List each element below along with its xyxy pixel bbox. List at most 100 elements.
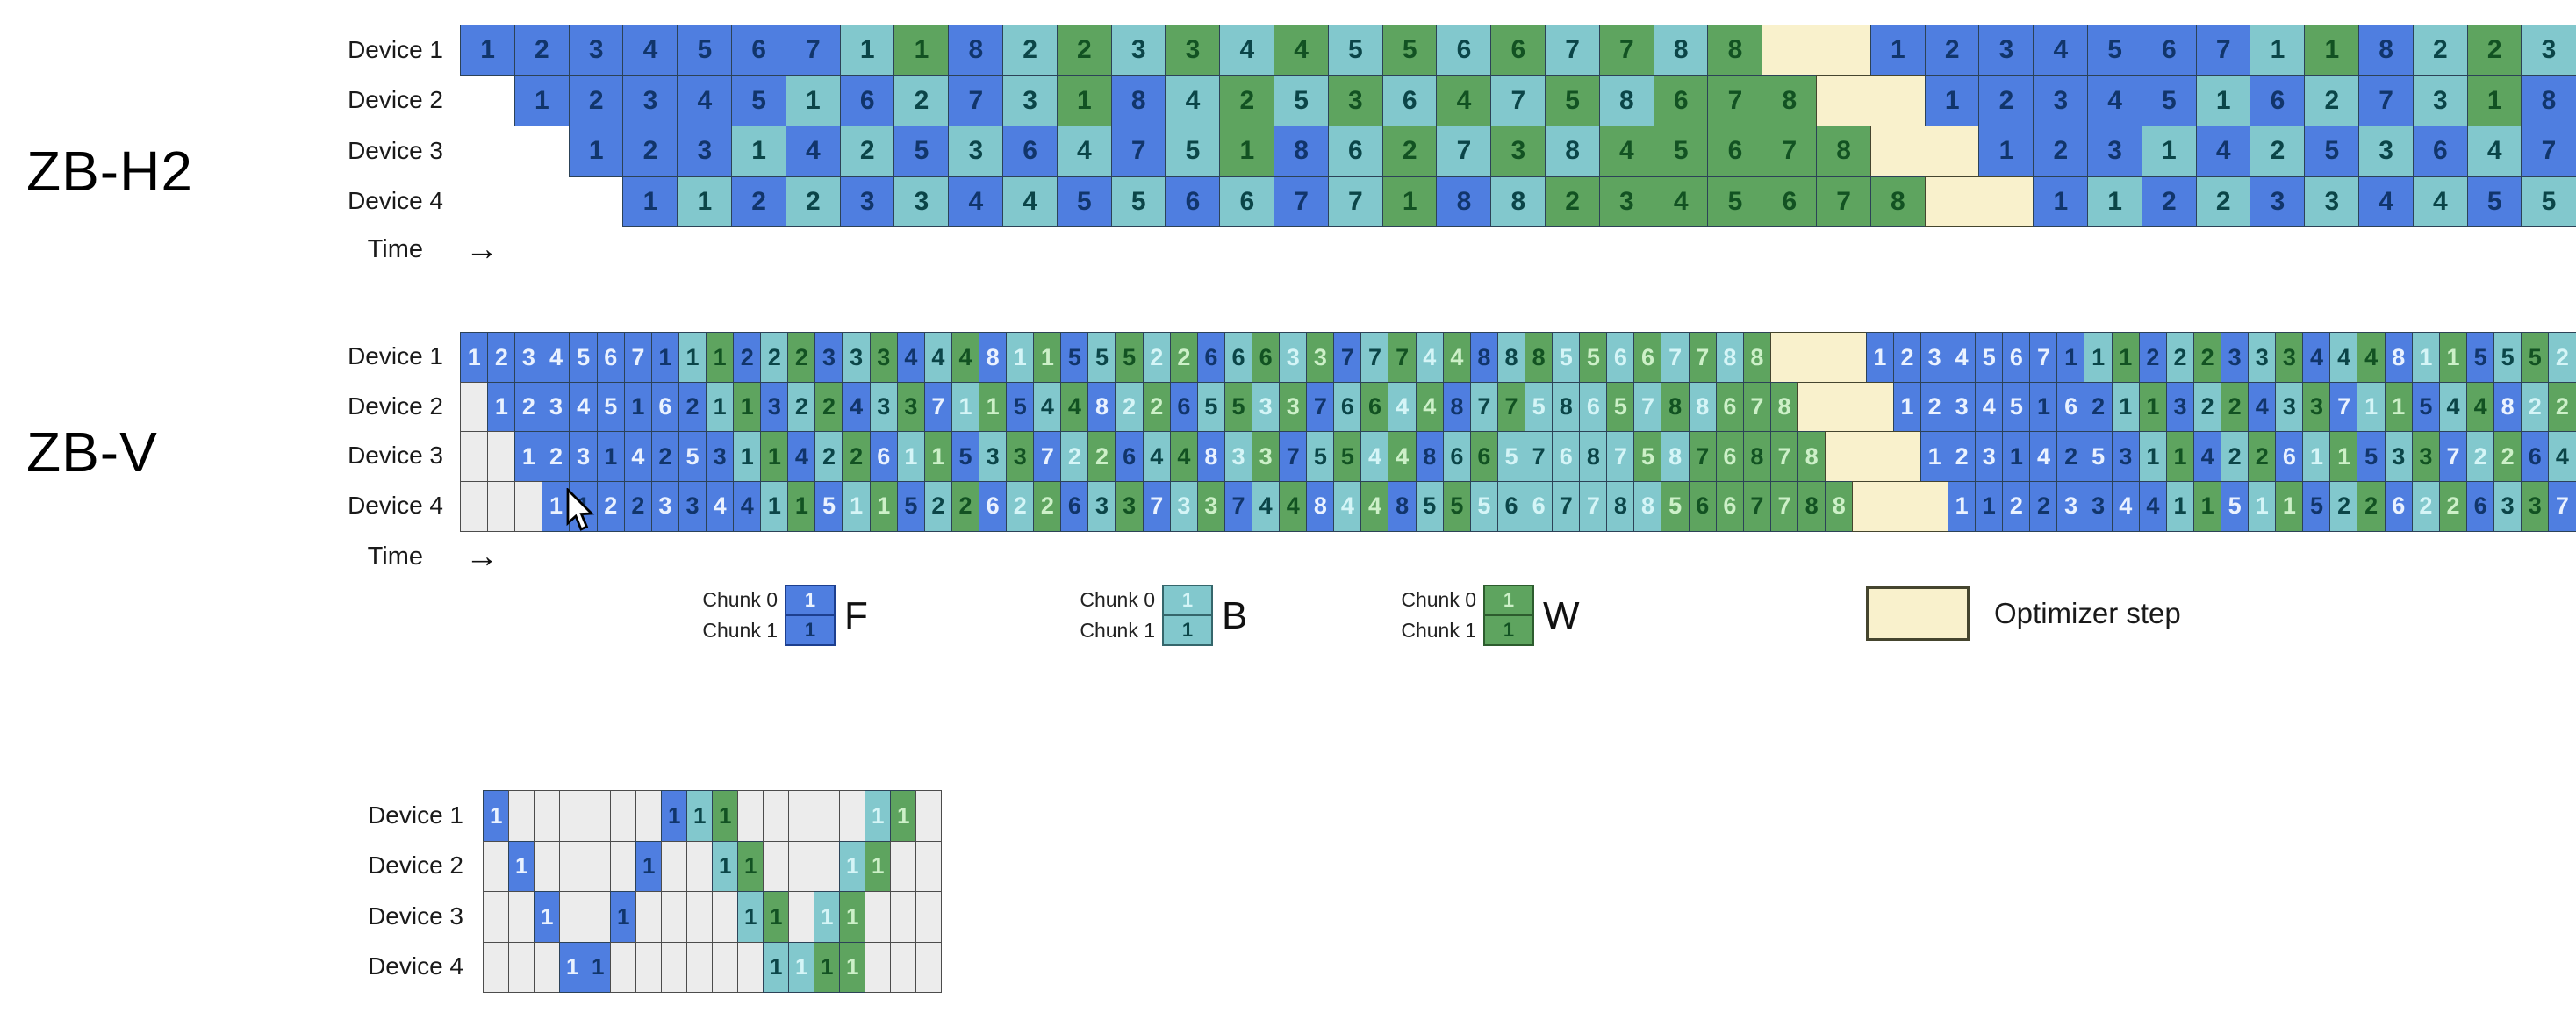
cell-B0-mb5: 5 xyxy=(1496,431,1526,483)
idle-slot xyxy=(737,941,764,994)
f-chunk1-label: Chunk 1 xyxy=(702,619,778,642)
cell-F0-mb2: 2 xyxy=(1892,332,1922,383)
cell-F0-mb7: 7 xyxy=(623,332,653,383)
cell-F-mb3: 3 xyxy=(2033,75,2089,127)
cell-F-mb7: 7 xyxy=(1110,126,1166,177)
cell-W0-mb1: 1 xyxy=(869,480,898,532)
cell-B0-mb1: 1 xyxy=(951,381,980,433)
cell-W1-mb2: 2 xyxy=(2192,332,2222,383)
cell-F0-mb7: 7 xyxy=(923,381,953,433)
idle-slot xyxy=(483,891,510,943)
cell-W0-mb2: 2 xyxy=(1087,431,1116,483)
cell-W1-mb8: 8 xyxy=(1524,332,1553,383)
idle-slot xyxy=(814,790,841,842)
cell-F-mb3: 3 xyxy=(2087,126,2143,177)
cell-B1-mb4: 4 xyxy=(2438,381,2468,433)
idle-slot xyxy=(686,840,714,893)
cell-W-mb7: 7 xyxy=(1762,126,1818,177)
cell-F-mb3: 3 xyxy=(677,126,733,177)
cell-W-mb8: 8 xyxy=(1707,25,1763,76)
cell-F-mb1: 1 xyxy=(1869,25,1926,76)
cell-W-mb6: 6 xyxy=(1653,75,1709,127)
f-chunk-labels: Chunk 0 Chunk 1 xyxy=(649,585,778,646)
cell-F-mb7: 7 xyxy=(1274,176,1330,228)
cell-W1-mb5: 5 xyxy=(1442,480,1472,532)
cell-B1-mb1: 1 xyxy=(2165,480,2195,532)
cell-W1-mb1: 1 xyxy=(733,381,762,433)
cell-F0-mb7: 7 xyxy=(2329,381,2358,433)
cell-F1-mb1: 1 xyxy=(2002,431,2031,483)
idle-slot xyxy=(559,790,586,842)
idle-slot xyxy=(915,840,943,893)
cell-B-mb5: 5 xyxy=(1274,75,1330,127)
optimizer-step-block xyxy=(1769,332,1868,383)
forward-legend-letter: F xyxy=(844,594,868,637)
cell-W0-mb1: 1 xyxy=(839,891,866,943)
w-chunk1-label: Chunk 1 xyxy=(1401,619,1476,642)
cell-W-mb7: 7 xyxy=(1598,25,1654,76)
cell-F0-mb5: 5 xyxy=(2220,480,2250,532)
cell-B0-mb4: 4 xyxy=(1360,431,1389,483)
cell-W0-mb2: 2 xyxy=(1033,480,1062,532)
cell-F-mb4: 4 xyxy=(785,126,841,177)
cell-F1-mb5: 5 xyxy=(951,431,980,483)
cell-F0-mb3: 3 xyxy=(1947,381,1977,433)
cell-B0-mb4: 4 xyxy=(1388,381,1417,433)
cell-B0-mb2: 2 xyxy=(1060,431,1089,483)
cell-W1-mb3: 3 xyxy=(2521,480,2550,532)
cell-F-mb7: 7 xyxy=(2195,25,2251,76)
cell-B1-mb8: 8 xyxy=(1606,480,1635,532)
cell-F1-mb1: 1 xyxy=(610,891,637,943)
cell-W1-mb3: 3 xyxy=(1115,480,1144,532)
cell-W-mb8: 8 xyxy=(1816,126,1872,177)
cell-W1-mb7: 7 xyxy=(1688,431,1717,483)
cell-B1-mb4: 4 xyxy=(1033,381,1062,433)
cell-W1-mb2: 2 xyxy=(2248,431,2277,483)
cell-W1-mb1: 1 xyxy=(2165,431,2195,483)
idle-slot xyxy=(788,790,815,842)
cell-F1-mb1: 1 xyxy=(623,381,653,433)
cell-B-mb3: 3 xyxy=(2521,25,2576,76)
cell-F0-mb2: 2 xyxy=(542,431,570,483)
cell-W1-mb1: 1 xyxy=(814,941,841,994)
cell-F-mb1: 1 xyxy=(2033,176,2089,228)
cell-W0-mb3: 3 xyxy=(1279,381,1308,433)
cell-W0-mb6: 6 xyxy=(1715,480,1745,532)
cell-F1-mb4: 4 xyxy=(2248,381,2277,433)
cell-F1-mb5: 5 xyxy=(2411,381,2441,433)
cell-B0-mb3: 3 xyxy=(1223,431,1253,483)
cell-F1-mb3: 3 xyxy=(814,332,843,383)
cell-W0-mb3: 3 xyxy=(1251,431,1281,483)
cell-W1-mb1: 1 xyxy=(763,891,790,943)
cell-B1-mb5: 5 xyxy=(1415,480,1444,532)
idle-slot xyxy=(483,941,510,994)
cell-B-mb3: 3 xyxy=(1002,75,1058,127)
idle-slot xyxy=(661,941,688,994)
cell-F-mb2: 2 xyxy=(1924,25,1980,76)
cell-B1-mb7: 7 xyxy=(1469,381,1499,433)
cell-B1-mb7: 7 xyxy=(1524,431,1553,483)
cell-F-mb5: 5 xyxy=(731,75,787,127)
cell-B-mb3: 3 xyxy=(2358,126,2415,177)
cell-F1-mb1: 1 xyxy=(661,790,688,842)
cell-W-mb1: 1 xyxy=(2304,25,2360,76)
idle-slot xyxy=(610,941,637,994)
cell-B1-mb3: 3 xyxy=(869,381,898,433)
cell-F-mb6: 6 xyxy=(839,75,895,127)
cell-F1-mb6: 6 xyxy=(1169,381,1199,433)
cell-B1-mb8: 8 xyxy=(1496,332,1526,383)
cell-W-mb4: 4 xyxy=(1274,25,1330,76)
cell-F1-mb6: 6 xyxy=(2521,431,2550,483)
cell-B0-mb6: 6 xyxy=(1552,431,1581,483)
zb-v-time-label: Time xyxy=(367,542,423,571)
cell-W0-mb4: 4 xyxy=(1360,480,1389,532)
cell-B-mb2: 2 xyxy=(2412,25,2468,76)
cell-F-mb1: 1 xyxy=(1978,126,2034,177)
cell-B1-mb3: 3 xyxy=(2248,332,2277,383)
idle-slot xyxy=(890,941,917,994)
cell-F1-mb8: 8 xyxy=(1442,381,1472,433)
cell-F1-mb7: 7 xyxy=(1279,431,1308,483)
cell-W0-mb1: 1 xyxy=(2329,431,2358,483)
weight-legend-letter: W xyxy=(1543,594,1580,637)
device-label: Device 1 xyxy=(348,35,443,63)
